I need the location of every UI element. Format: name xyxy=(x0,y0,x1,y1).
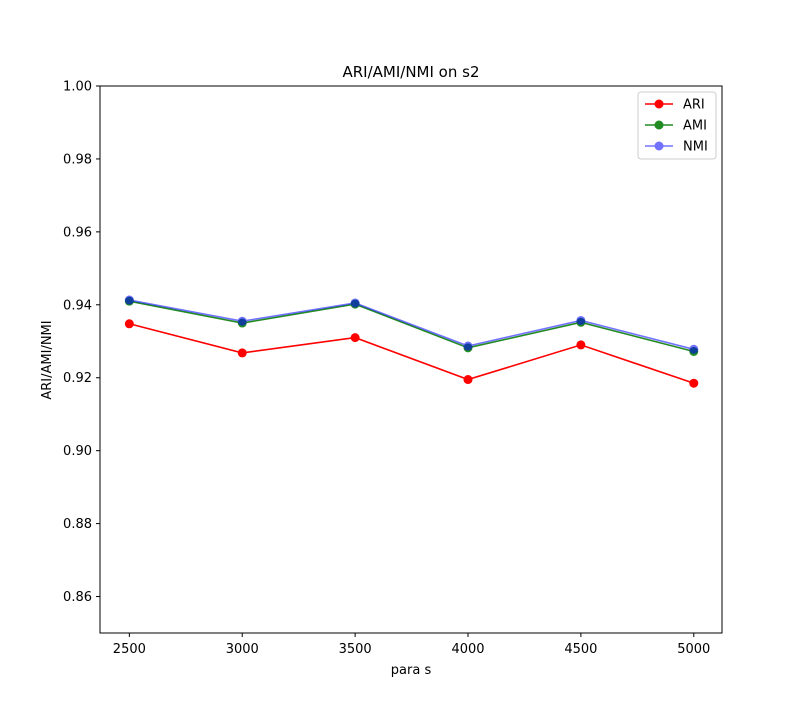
y-tick-label: 0.88 xyxy=(63,517,92,532)
x-axis: 2500 3000 3500 4000 4500 5000 xyxy=(113,633,710,657)
x-tick-label: 3000 xyxy=(226,642,259,657)
legend-item-ari xyxy=(645,99,673,109)
y-tick-label: 0.90 xyxy=(63,444,92,459)
series-line xyxy=(129,299,694,351)
legend-label: ARI xyxy=(683,98,705,113)
legend-item-nmi xyxy=(645,141,673,151)
data-point xyxy=(463,341,473,351)
series-line xyxy=(129,300,694,353)
x-tick-label: 3500 xyxy=(339,642,372,657)
data-point xyxy=(689,344,699,354)
data-point xyxy=(124,295,134,305)
legend-item-ami xyxy=(645,120,673,130)
y-tick-label: 0.92 xyxy=(63,371,92,386)
data-point xyxy=(350,298,360,308)
x-tick-label: 5000 xyxy=(677,642,710,657)
y-tick-label: 1.00 xyxy=(63,80,92,95)
y-tick-label: 0.98 xyxy=(63,152,92,167)
y-axis-label: ARI/AMI/NMI xyxy=(40,320,55,399)
data-point xyxy=(576,315,586,325)
series-line xyxy=(129,322,695,384)
chart-title: ARI/AMI/NMI on s2 xyxy=(342,63,479,81)
x-tick-label: 2500 xyxy=(113,642,146,657)
legend-marker xyxy=(654,120,664,130)
data-point xyxy=(237,316,247,326)
y-tick-label: 0.86 xyxy=(63,590,92,605)
data-point xyxy=(124,319,134,329)
data-point xyxy=(463,375,473,385)
legend: ARI AMI NMI xyxy=(637,91,717,160)
series-ari xyxy=(124,319,699,388)
x-tick-label: 4000 xyxy=(451,642,484,657)
data-point xyxy=(237,348,247,358)
y-tick-label: 0.94 xyxy=(63,298,92,313)
legend-label: AMI xyxy=(683,119,707,134)
y-axis: 0.86 0.88 0.90 0.92 0.94 0.96 0.98 1.00 xyxy=(63,80,100,605)
legend-marker xyxy=(654,141,664,151)
data-point xyxy=(576,340,586,350)
legend-label: NMI xyxy=(683,140,708,155)
legend-marker xyxy=(654,99,664,109)
x-tick-label: 4500 xyxy=(564,642,597,657)
y-tick-label: 0.96 xyxy=(63,225,92,240)
x-axis-label: para s xyxy=(391,663,432,678)
data-point xyxy=(350,333,360,343)
data-point xyxy=(689,378,699,388)
series-nmi xyxy=(124,295,699,354)
series-layer xyxy=(124,295,699,388)
plot-area xyxy=(99,85,723,634)
